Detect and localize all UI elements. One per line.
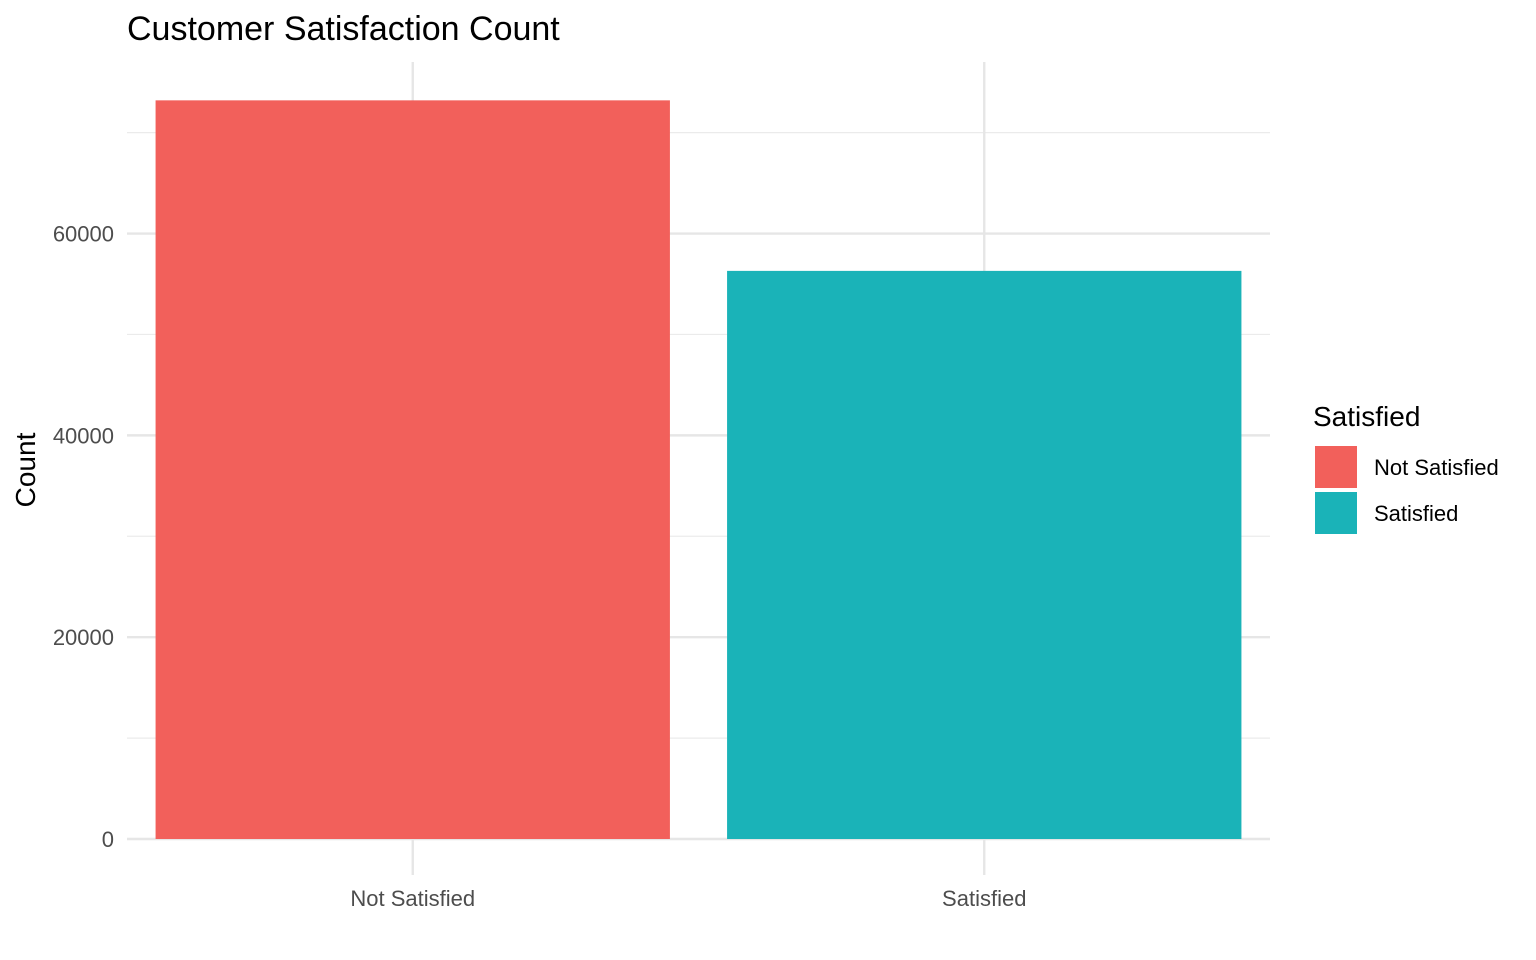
y-tick-label: 60000 bbox=[53, 222, 114, 247]
y-axis-title: Count bbox=[10, 432, 41, 507]
legend-title: Satisfied bbox=[1313, 401, 1420, 432]
x-tick-label: Not Satisfied bbox=[350, 886, 475, 911]
legend-label: Not Satisfied bbox=[1374, 455, 1499, 480]
bar bbox=[155, 100, 670, 839]
legend-swatch bbox=[1315, 492, 1357, 534]
legend: Satisfied Not Satisfied Satisfied bbox=[1313, 401, 1499, 534]
legend-swatch bbox=[1315, 446, 1357, 488]
y-tick-label: 0 bbox=[102, 827, 114, 852]
chart-title: Customer Satisfaction Count bbox=[127, 10, 560, 48]
x-axis-ticks: Not Satisfied Satisfied bbox=[350, 886, 1026, 911]
x-tick-label: Satisfied bbox=[942, 886, 1026, 911]
bar bbox=[727, 270, 1242, 839]
y-tick-label: 40000 bbox=[53, 423, 114, 448]
legend-label: Satisfied bbox=[1374, 501, 1458, 526]
y-tick-label: 20000 bbox=[53, 625, 114, 650]
bars bbox=[155, 100, 1242, 839]
y-axis-ticks: 0 20000 40000 60000 bbox=[53, 222, 114, 852]
